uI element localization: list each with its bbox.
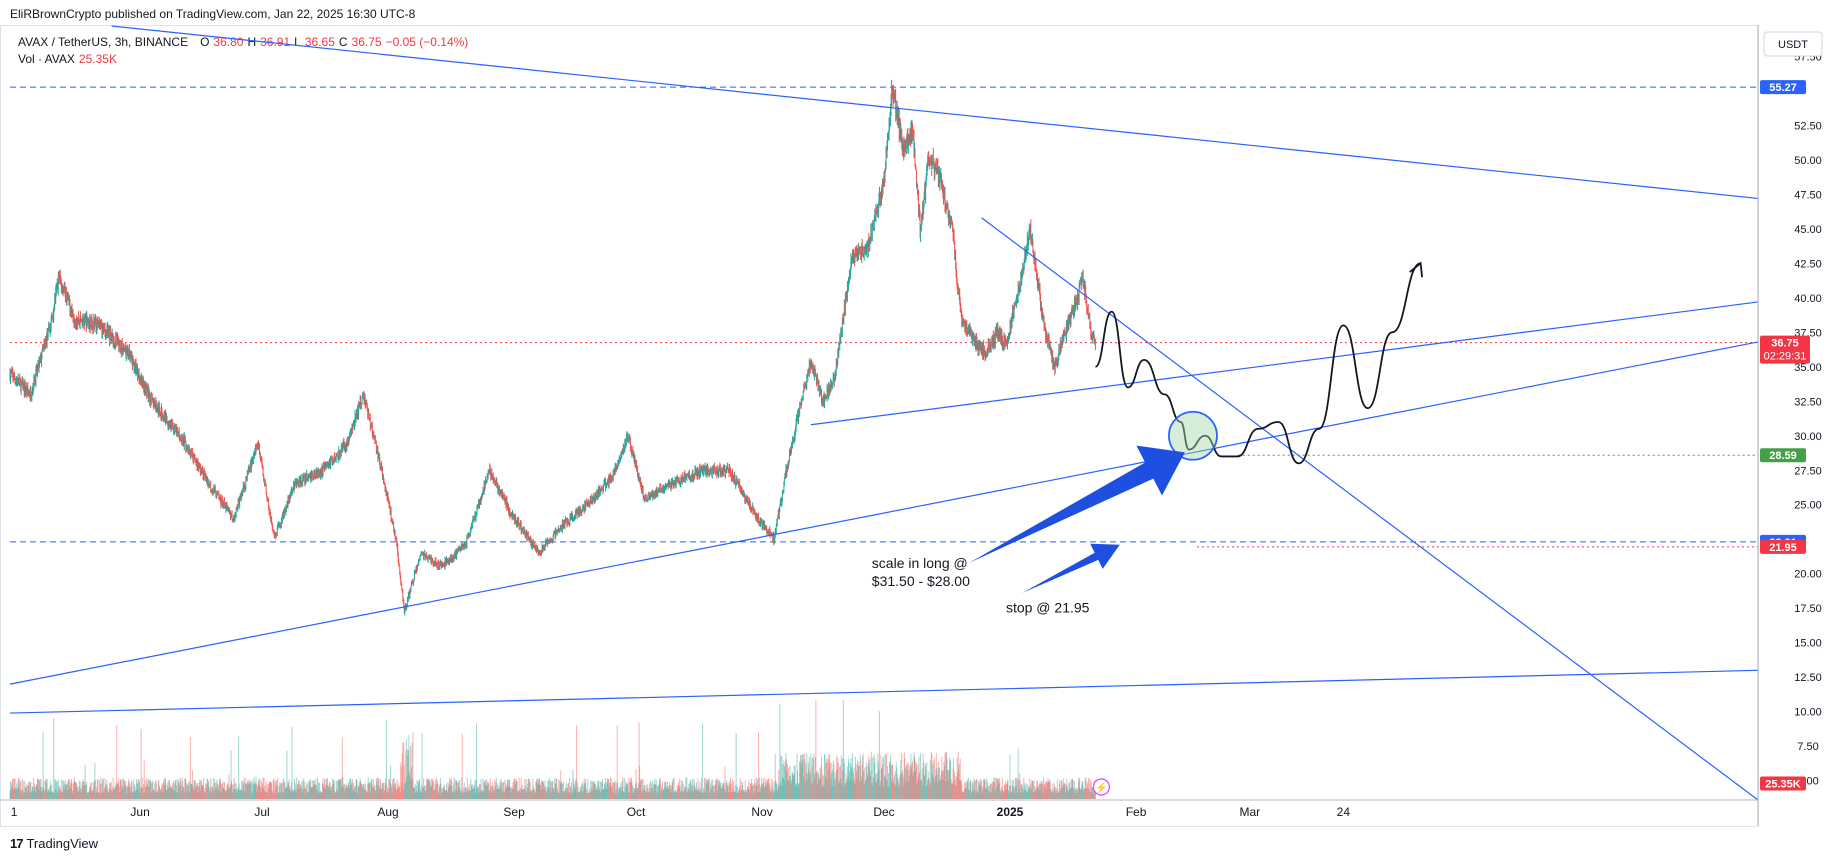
x-tick-label: Dec xyxy=(873,805,894,819)
y-tick-label: 7.50 xyxy=(1797,741,1818,753)
projection-arrow-head xyxy=(1409,261,1424,278)
y-tick-label: 25.00 xyxy=(1794,500,1822,512)
scale-in-label: scale in long @ xyxy=(872,555,968,571)
trendline-long-support xyxy=(9,341,1759,685)
y-tick-label: 45.00 xyxy=(1794,224,1822,236)
x-tick-label: Feb xyxy=(1126,805,1147,819)
currency-label: USDT xyxy=(1778,39,1808,51)
tradingview-logo-icon[interactable]: 17 xyxy=(10,836,24,851)
x-tick-label: Jun xyxy=(130,805,149,819)
resistance-tag-label: 55.27 xyxy=(1769,82,1797,94)
x-tick-label: Nov xyxy=(751,805,772,819)
y-tick-label: 27.50 xyxy=(1794,465,1822,477)
y-tick-label: 20.00 xyxy=(1794,569,1822,581)
trendline-volume-baseline xyxy=(9,669,1759,714)
x-tick-label: 1 xyxy=(11,805,18,819)
y-tick-label: 15.00 xyxy=(1794,638,1822,650)
y-tick-label: 40.00 xyxy=(1794,293,1822,305)
x-tick-label: Sep xyxy=(503,805,525,819)
lightning-icon: ⚡ xyxy=(1095,781,1107,794)
currency-button xyxy=(1763,31,1823,57)
y-tick-label: 30.00 xyxy=(1794,431,1822,443)
y-tick-label: 35.00 xyxy=(1794,362,1822,374)
x-tick-label: 24 xyxy=(1337,805,1351,819)
trendline-downtrend xyxy=(981,217,1759,801)
scale-in-range-label: $31.50 - $28.00 xyxy=(872,573,970,589)
y-tick-label: 17.50 xyxy=(1794,603,1822,615)
y-tick-label: 10.00 xyxy=(1794,707,1822,719)
high-value: 36.91 xyxy=(260,35,291,49)
symbol-label[interactable]: AVAX / TetherUS, 3h, BINANCE xyxy=(18,35,189,49)
stop-label: stop @ 21.95 xyxy=(1006,599,1090,615)
stop-tag xyxy=(1760,539,1806,554)
resistance-tag xyxy=(1760,80,1806,95)
publisher-header: EliRBrownCrypto published on TradingView… xyxy=(10,7,416,21)
volume-label: Vol · AVAX xyxy=(18,52,75,66)
x-tick-label: 2025 xyxy=(997,805,1024,819)
last-price-tag-label: 36.75 xyxy=(1771,338,1799,350)
volume-row: Vol · AVAX 25.35K xyxy=(18,51,468,68)
y-tick-label: 50.00 xyxy=(1794,155,1822,167)
x-tick-label: Mar xyxy=(1240,805,1261,819)
open-label: O xyxy=(200,35,210,49)
low-label: L xyxy=(294,35,301,49)
trendline-upper-resistance xyxy=(111,25,1759,200)
trendline-mid-support xyxy=(810,301,1759,426)
x-tick-label: Aug xyxy=(377,805,398,819)
ohlc-row: AVAX / TetherUS, 3h, BINANCE O 36.80 H 36.… xyxy=(18,34,468,51)
footer-brand[interactable]: TradingView xyxy=(26,836,99,851)
volume-tag xyxy=(1760,776,1806,791)
close-label: C xyxy=(338,35,348,49)
close-value: 36.75 xyxy=(351,35,382,49)
event-lightning-icon xyxy=(1092,778,1110,796)
high-label: H xyxy=(247,35,257,49)
bar-countdown-label: 02:29:31 xyxy=(1764,351,1807,363)
y-tick-label: 42.50 xyxy=(1794,258,1822,270)
entry-zone-circle xyxy=(1168,410,1218,461)
x-tick-label: Jul xyxy=(254,805,269,819)
volume-value: 25.35K xyxy=(78,52,117,66)
target-tag-label: 28.59 xyxy=(1769,450,1797,462)
stop-tag-label: 21.95 xyxy=(1769,542,1797,554)
change-value: −0.05 (−0.14%) xyxy=(385,35,469,49)
scale-in-arrow xyxy=(969,445,1185,563)
x-tick-label: Oct xyxy=(627,805,646,819)
projection-path xyxy=(1094,262,1421,465)
stop-arrow xyxy=(1022,543,1120,594)
target-tag xyxy=(1760,448,1806,463)
y-tick-label: 12.50 xyxy=(1794,672,1822,684)
y-tick-label: 32.50 xyxy=(1794,396,1822,408)
footer: 17 TradingView xyxy=(10,836,98,851)
low-value: 36.65 xyxy=(304,35,335,49)
y-tick-label: 52.50 xyxy=(1794,120,1822,132)
volume-tag-label: 25.35K xyxy=(1765,778,1801,790)
y-tick-label: 47.50 xyxy=(1794,189,1822,201)
last-price-tag xyxy=(1760,335,1810,364)
chart-legend: AVAX / TetherUS, 3h, BINANCE O 36.80 H 36.… xyxy=(18,34,468,68)
